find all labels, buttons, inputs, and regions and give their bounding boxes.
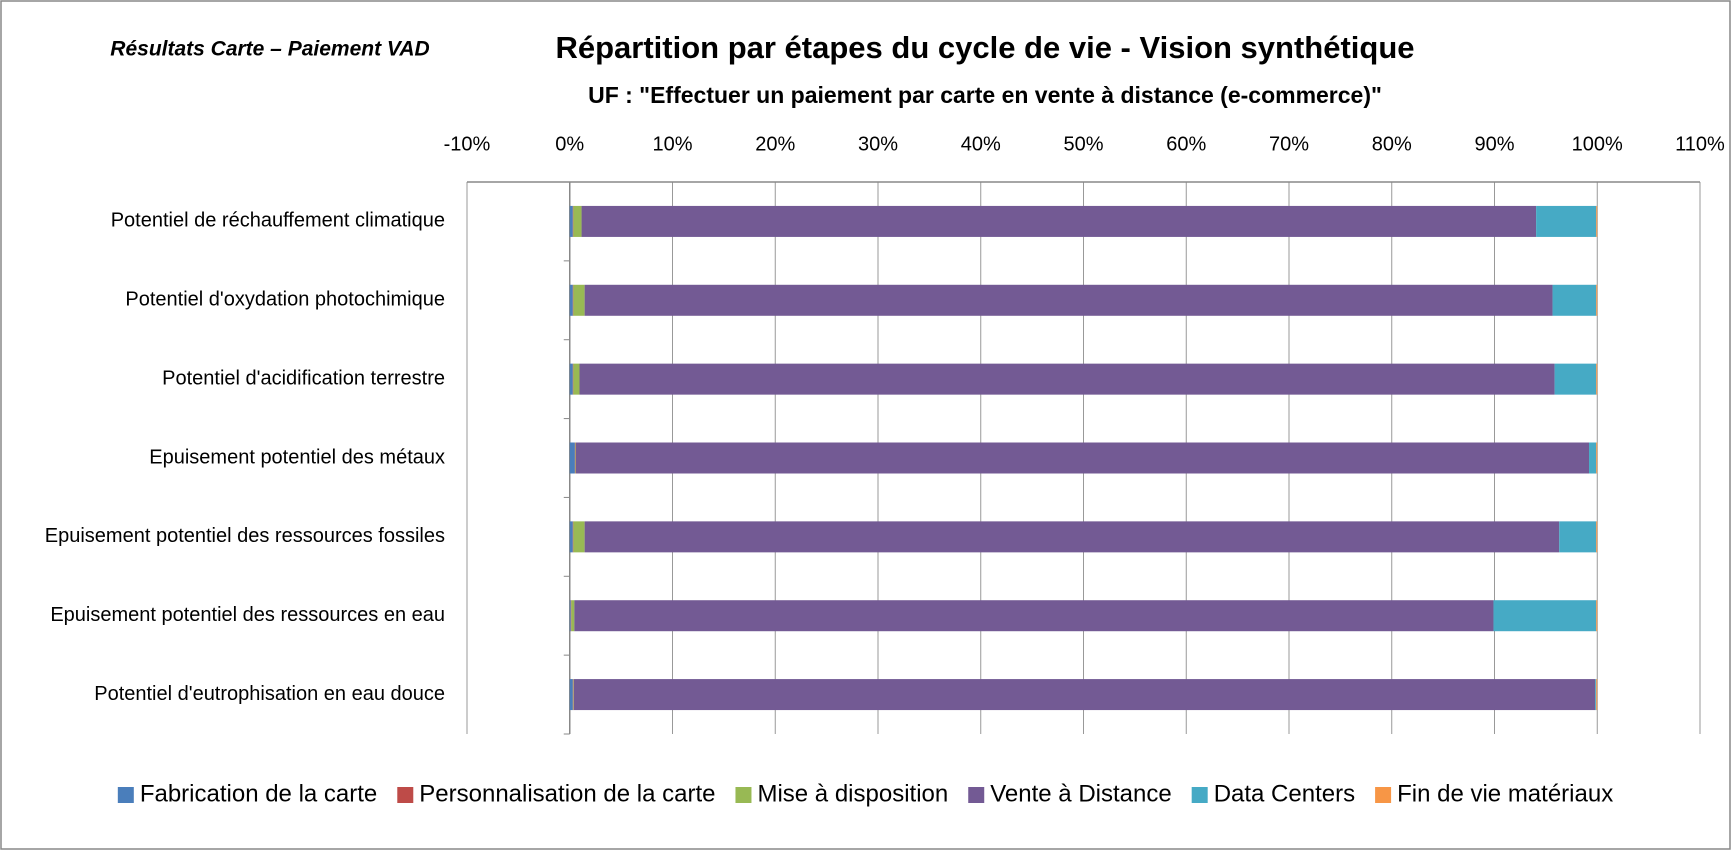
bar-segment [1554,363,1597,395]
y-tick-label: Epuisement potentiel des ressources foss… [45,525,445,547]
bar-segment [1596,521,1598,553]
bar-segment [1596,442,1598,474]
chart-title: Répartition par étapes du cycle de vie -… [555,30,1414,65]
legend-label: Fin de vie matériaux [1397,780,1613,807]
bar-segment [569,600,571,632]
bar-segment [573,284,585,316]
x-tick-label: 10% [652,133,692,155]
bar-segment [1596,600,1598,632]
x-tick-label: 70% [1269,133,1309,155]
bar-segment [1596,679,1598,711]
legend-label: Data Centers [1214,780,1355,807]
bar-segment [572,205,574,237]
bar-segment [570,600,572,632]
x-tick-label: 100% [1572,133,1623,155]
x-tick-label: 80% [1372,133,1412,155]
bar-segment [584,284,1553,316]
bar-segment [573,363,580,395]
bar-segment [569,442,575,474]
bar-segment [573,679,1596,711]
bar-segment [1536,205,1597,237]
bar-segment [1493,600,1597,632]
y-tick-label: Potentiel de réchauffement climatique [111,210,445,232]
bar-segment [569,679,573,711]
bar-segment [584,521,1560,553]
bar-segment [569,205,573,237]
legend-label: Vente à Distance [990,780,1171,807]
y-tick-label: Epuisement potentiel des ressources en e… [50,604,445,626]
bar-segment [575,442,576,474]
bar-segment [573,205,582,237]
legend-label: Fabrication de la carte [140,780,377,807]
x-tick-label: 90% [1474,133,1514,155]
chart-subtitle: UF : "Effectuer un paiement par carte en… [588,82,1382,108]
x-tick-label: 30% [858,133,898,155]
bar-segment [579,363,1555,395]
x-tick-label: 40% [961,133,1001,155]
bar-segment [569,521,573,553]
legend-label: Mise à disposition [757,780,948,807]
x-tick-label: 110% [1675,133,1725,155]
bar-segment [575,442,1590,474]
legend-swatch [117,787,134,803]
bar-segment [573,679,574,711]
legend-swatch [1191,787,1208,803]
legend-swatch [735,787,752,803]
y-tick-label: Epuisement potentiel des métaux [149,446,445,468]
bar-segment [572,679,574,711]
bar-segment [1596,363,1598,395]
legend-label: Personnalisation de la carte [419,780,715,807]
x-tick-label: 50% [1063,133,1103,155]
y-tick-label: Potentiel d'oxydation photochimique [125,289,445,311]
bar-segment [572,284,574,316]
x-tick-label: -10% [444,133,491,155]
x-tick-label: 0% [555,133,584,155]
legend-swatch [968,787,985,803]
legend-swatch [1375,787,1392,803]
y-tick-label: Potentiel d'acidification terrestre [162,367,445,389]
bar-segment [1596,205,1598,237]
bar-segment [1552,284,1597,316]
bar-segment [574,600,1494,632]
bar-segment [569,284,573,316]
x-tick-label: 60% [1166,133,1206,155]
bar-segment [1595,679,1597,711]
bar-segment [574,442,576,474]
bar-segment [571,600,575,632]
bar-segment [573,521,585,553]
bar-segment [569,363,573,395]
bar-segment [1596,284,1598,316]
bar-segment [1559,521,1597,553]
bar-segment [581,205,1537,237]
legend-swatch [397,787,414,803]
x-tick-label: 20% [755,133,795,155]
bar-segment [572,363,574,395]
bar-segment [1589,442,1597,474]
bar-segment [572,521,574,553]
y-tick-label: Potentiel d'eutrophisation en eau douce [94,683,445,705]
corner-label: Résultats Carte – Paiement VAD [110,38,429,61]
